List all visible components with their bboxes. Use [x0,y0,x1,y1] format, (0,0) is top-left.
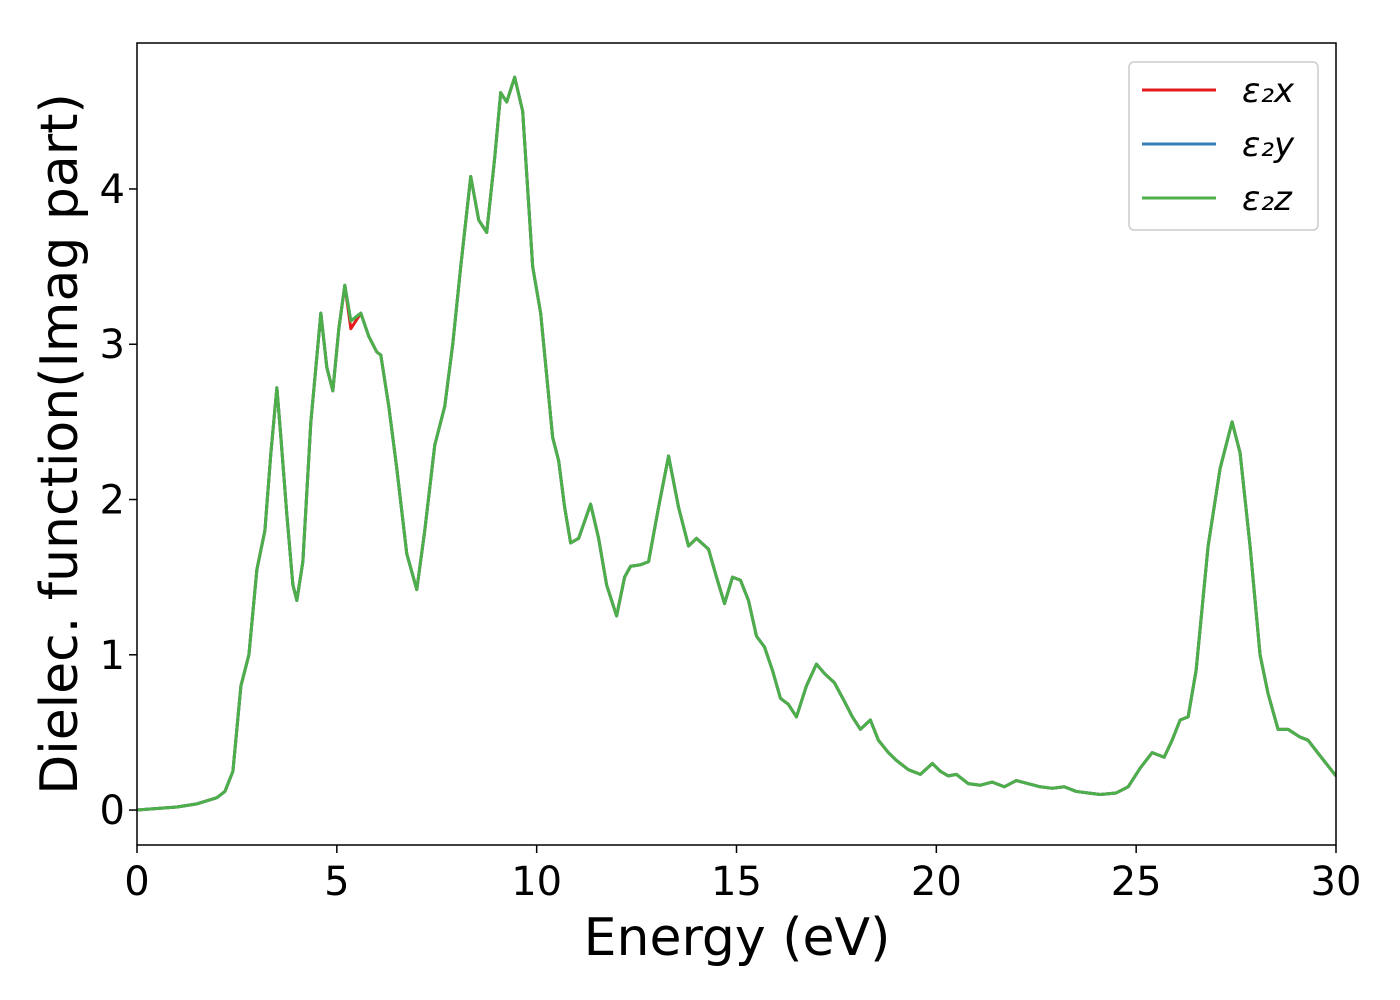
y-tick-label: 3 [100,322,125,368]
plot-frame [136,42,1337,846]
x-tick-label: 15 [711,859,762,905]
y-tick-label: 4 [100,167,125,213]
x-axis-label: Energy (eV) [584,908,891,968]
x-tick-label: 10 [511,859,562,905]
x-tick-label: 0 [124,859,149,905]
x-tick-label: 5 [324,859,349,905]
y-tick-label: 0 [100,788,125,834]
x-tick-label: 30 [1311,859,1362,905]
legend-box [1128,61,1319,231]
legend-label: ε₂z [1242,179,1293,219]
x-tick-label: 25 [1111,859,1162,905]
legend-label: ε₂y [1242,125,1295,165]
legend-label: ε₂x [1242,71,1295,111]
y-tick-label: 2 [100,478,125,524]
data-line [137,75,1336,812]
x-tick-label: 20 [911,859,962,905]
y-axis-label: Dielec. function(Imag part) [30,93,90,795]
y-tick-label: 1 [100,633,125,679]
